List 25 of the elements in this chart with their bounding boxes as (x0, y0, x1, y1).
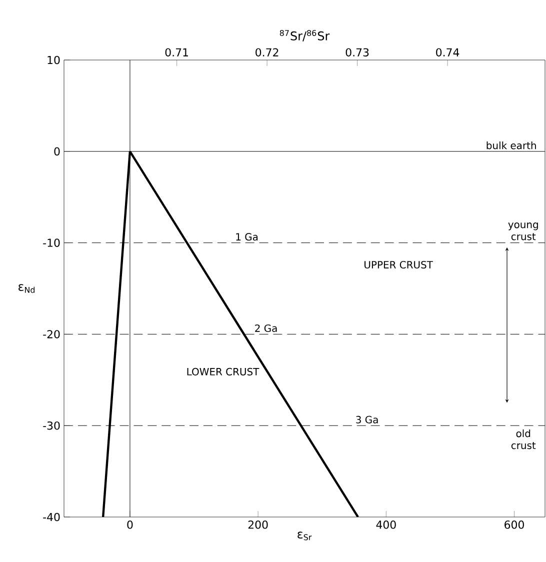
x2-tick-label: 0.73 (346, 48, 369, 56)
annotation: old crust (511, 429, 536, 450)
y-tick-label: 10 (48, 56, 60, 64)
x-tick-label: 200 (248, 520, 268, 529)
ref-line-label: 2 Ga (255, 324, 277, 332)
x-axis-title: ε$_{Sr}$ (298, 532, 312, 540)
x2-tick-label: 0.72 (256, 48, 278, 56)
ref-line-label: 3 Ga (356, 416, 378, 424)
x2-axis-title: $^{87}$Sr/$^{86}$Sr (280, 30, 330, 42)
ref-line-label: 1 Ga (236, 233, 258, 241)
x-tick-label: 600 (504, 520, 524, 529)
y-tick-label: 0 (54, 147, 60, 156)
x2-tick-label: 0.74 (436, 48, 460, 56)
y-tick-label: -20 (43, 330, 60, 338)
x-tick-label: 0 (127, 520, 133, 529)
annotation: UPPER CRUST (364, 260, 433, 268)
x-tick-label: 400 (376, 520, 396, 529)
x2-tick-label: 0.71 (165, 48, 188, 56)
annotation: young crust (508, 222, 538, 240)
ref-line-label: bulk earth (486, 141, 536, 150)
y-tick-label: -10 (43, 238, 60, 247)
annotation: LOWER CRUST (187, 368, 260, 376)
y-tick-label: -30 (43, 421, 60, 430)
y-tick-label: -40 (43, 512, 60, 522)
y-axis-title: ε$_{Nd}$ (18, 284, 35, 293)
